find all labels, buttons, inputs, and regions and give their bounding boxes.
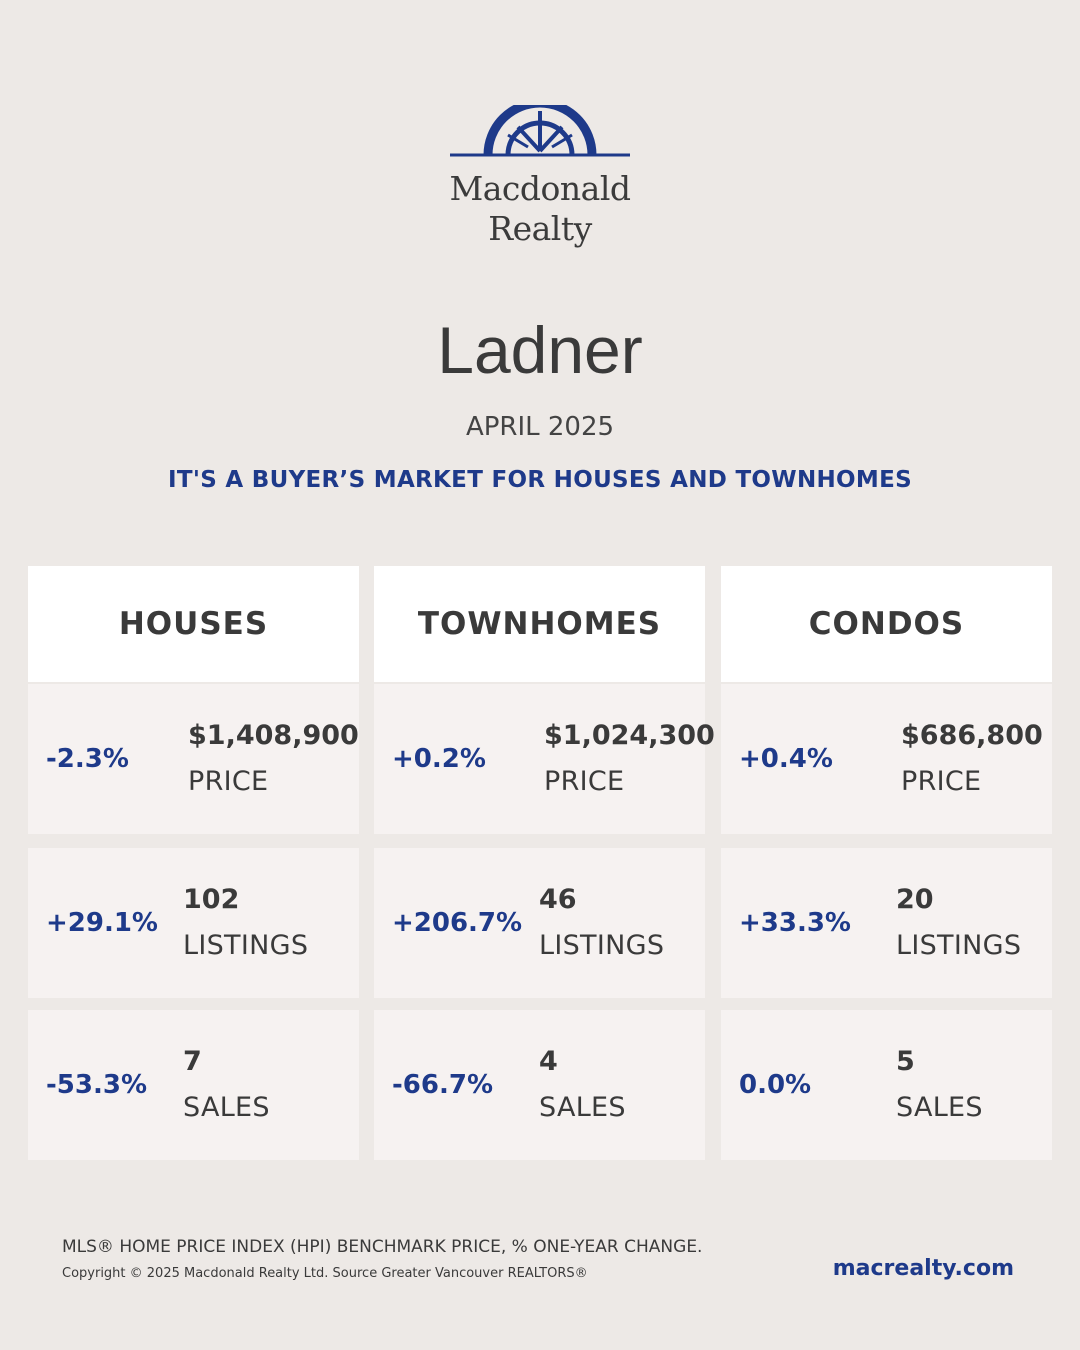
stat-label: SALES — [183, 1092, 270, 1123]
stat-value: 5 — [896, 1046, 915, 1077]
stat-value: 7 — [183, 1046, 202, 1077]
stat-label: SALES — [896, 1092, 983, 1123]
percent-change: -53.3% — [46, 1070, 147, 1100]
price-card: -2.3% $1,408,900 PRICE — [28, 684, 359, 834]
stat-value: 20 — [896, 884, 934, 915]
city-title: Ladner — [437, 313, 643, 387]
market-tagline: IT'S A BUYER’S MARKET FOR HOUSES AND TOW… — [168, 467, 912, 493]
percent-change: +0.2% — [392, 744, 486, 774]
brand-name-line1: Macdonald — [449, 169, 631, 208]
arch-logo-icon — [450, 105, 630, 157]
stat-value: $686,800 — [901, 720, 1043, 751]
copyright-text: Copyright © 2025 Macdonald Realty Ltd. S… — [62, 1266, 588, 1281]
percent-change: -2.3% — [46, 744, 129, 774]
stat-label: PRICE — [544, 766, 625, 797]
percent-change: -66.7% — [392, 1070, 493, 1100]
stat-value: 4 — [539, 1046, 558, 1077]
stat-label: LISTINGS — [896, 930, 1022, 961]
stat-value: $1,024,300 — [544, 720, 715, 751]
houses-column: HOUSES -2.3% $1,408,900 PRICE +29.1% 102… — [28, 566, 359, 1160]
percent-change: +33.3% — [739, 908, 851, 938]
brand-logo: Macdonald Realty — [0, 105, 1080, 249]
percent-change: +29.1% — [46, 908, 158, 938]
stat-label: SALES — [539, 1092, 626, 1123]
stat-label: LISTINGS — [539, 930, 665, 961]
stat-label: LISTINGS — [183, 930, 309, 961]
sales-card: -66.7% 4 SALES — [374, 1010, 705, 1160]
percent-change: 0.0% — [739, 1070, 812, 1100]
stat-value: $1,408,900 — [188, 720, 359, 751]
sales-card: 0.0% 5 SALES — [721, 1010, 1052, 1160]
brand-name-line2: Realty — [488, 209, 592, 248]
percent-change: +0.4% — [739, 744, 833, 774]
stat-label: PRICE — [188, 766, 269, 797]
price-card: +0.4% $686,800 PRICE — [721, 684, 1052, 834]
column-title: TOWNHOMES — [374, 566, 705, 682]
percent-change: +206.7% — [392, 908, 523, 938]
listings-card: +206.7% 46 LISTINGS — [374, 848, 705, 998]
stat-label: PRICE — [901, 766, 982, 797]
listings-card: +29.1% 102 LISTINGS — [28, 848, 359, 998]
stat-value: 102 — [183, 884, 240, 915]
price-card: +0.2% $1,024,300 PRICE — [374, 684, 715, 834]
column-title: CONDOS — [721, 566, 1052, 682]
report-month: APRIL 2025 — [465, 412, 615, 442]
stat-value: 46 — [539, 884, 577, 915]
hpi-footnote: MLS® HOME PRICE INDEX (HPI) BENCHMARK PR… — [62, 1237, 703, 1257]
column-title: HOUSES — [28, 566, 359, 682]
website-link[interactable]: macrealty.com — [832, 1256, 1014, 1281]
townhomes-column: TOWNHOMES +0.2% $1,024,300 PRICE +206.7%… — [374, 566, 715, 1160]
sales-card: -53.3% 7 SALES — [28, 1010, 359, 1160]
condos-column: CONDOS +0.4% $686,800 PRICE +33.3% 20 LI… — [721, 566, 1052, 1160]
listings-card: +33.3% 20 LISTINGS — [721, 848, 1052, 998]
